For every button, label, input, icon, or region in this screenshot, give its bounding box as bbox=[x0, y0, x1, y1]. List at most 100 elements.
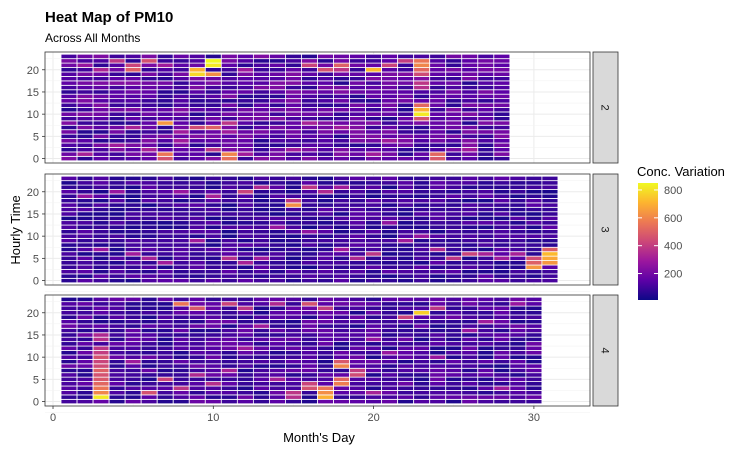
heat-tile bbox=[365, 206, 383, 213]
heat-tile bbox=[269, 151, 286, 157]
heat-tile bbox=[301, 129, 318, 135]
heat-tile bbox=[429, 319, 447, 325]
heat-tile bbox=[92, 111, 110, 117]
heat-tile bbox=[493, 151, 511, 157]
heat-tile bbox=[204, 398, 222, 405]
heat-tile bbox=[76, 277, 94, 284]
heat-tile bbox=[493, 138, 511, 144]
heat-tile bbox=[140, 211, 158, 217]
heat-tile bbox=[349, 67, 366, 73]
legend-colorbar bbox=[638, 183, 658, 300]
heat-tile bbox=[365, 385, 383, 391]
heat-tile bbox=[76, 237, 94, 244]
heat-tile bbox=[301, 296, 318, 303]
heat-tile bbox=[397, 89, 415, 95]
heat-tile bbox=[461, 67, 479, 73]
heat-tile bbox=[397, 327, 415, 334]
heat-tile bbox=[333, 269, 350, 275]
heat-tile bbox=[317, 273, 334, 279]
heat-tile bbox=[124, 98, 142, 104]
heat-tile bbox=[140, 336, 158, 343]
heat-tile bbox=[108, 206, 126, 213]
heat-tile bbox=[301, 237, 318, 244]
heat-tile bbox=[252, 372, 270, 378]
heat-tile bbox=[92, 229, 110, 235]
heat-tile bbox=[509, 350, 527, 356]
heat-tile bbox=[252, 350, 270, 356]
heat-tile bbox=[317, 341, 334, 347]
heat-tile bbox=[92, 155, 110, 162]
heat-tile bbox=[301, 385, 318, 391]
heat-tile bbox=[252, 202, 270, 208]
heat-tile bbox=[172, 273, 190, 279]
heat-tile bbox=[445, 175, 463, 182]
heat-tile bbox=[92, 390, 110, 396]
heat-tile bbox=[429, 98, 447, 104]
heat-tile bbox=[124, 202, 142, 208]
heat-tile bbox=[92, 269, 110, 275]
tiles bbox=[60, 175, 559, 284]
heat-tile bbox=[124, 138, 142, 144]
heat-tile bbox=[429, 175, 447, 182]
heat-tile bbox=[301, 180, 318, 186]
heat-tile bbox=[301, 336, 318, 343]
tiles bbox=[60, 53, 511, 162]
heat-tile bbox=[397, 220, 415, 226]
heat-tile bbox=[461, 133, 479, 139]
heat-tile bbox=[204, 381, 222, 387]
heat-tile bbox=[188, 89, 206, 95]
heat-tile bbox=[156, 398, 174, 405]
heat-tile bbox=[381, 345, 399, 351]
heat-tile bbox=[92, 202, 110, 208]
heat-tile bbox=[188, 372, 206, 378]
heat-tile bbox=[397, 129, 415, 135]
heat-tile bbox=[269, 354, 286, 360]
heat-tile bbox=[204, 62, 222, 68]
heat-tile bbox=[333, 98, 350, 104]
heat-tile bbox=[140, 345, 158, 351]
heat-tile bbox=[285, 246, 302, 253]
heat-tile bbox=[204, 71, 222, 77]
heat-tile bbox=[269, 189, 286, 195]
heat-tile bbox=[429, 305, 447, 311]
heat-tile bbox=[269, 319, 286, 325]
heat-tile bbox=[349, 215, 366, 222]
heat-tile bbox=[269, 93, 286, 100]
heat-tile bbox=[301, 193, 318, 199]
heat-tile bbox=[92, 67, 110, 73]
heat-tile bbox=[269, 345, 286, 351]
heat-tile bbox=[461, 120, 479, 126]
heat-tile bbox=[188, 242, 206, 248]
legend-tick-label: 600 bbox=[664, 213, 682, 225]
heat-tile bbox=[445, 115, 463, 122]
heat-tile bbox=[252, 323, 270, 329]
heat-tile bbox=[124, 345, 142, 351]
heat-tile bbox=[317, 120, 334, 126]
heat-tile bbox=[172, 215, 190, 222]
heat-tile bbox=[381, 198, 399, 204]
heat-tile bbox=[92, 398, 110, 405]
heat-tile bbox=[541, 180, 559, 186]
heat-tile bbox=[140, 237, 158, 244]
heat-tile bbox=[429, 260, 447, 266]
heat-tile bbox=[60, 138, 78, 144]
heat-tile bbox=[333, 255, 350, 261]
heat-tile bbox=[493, 202, 511, 208]
heat-tile bbox=[541, 193, 559, 199]
heat-tile bbox=[461, 246, 479, 253]
heat-tile bbox=[301, 390, 318, 396]
heat-tile bbox=[204, 327, 222, 334]
heat-tile bbox=[252, 394, 270, 400]
heat-tile bbox=[269, 98, 286, 104]
heat-tile bbox=[188, 155, 206, 162]
heat-tile bbox=[172, 255, 190, 261]
heat-tile bbox=[92, 367, 110, 374]
heat-tile bbox=[397, 358, 415, 365]
heat-tile bbox=[317, 398, 334, 405]
heat-tile bbox=[188, 120, 206, 126]
heat-tile bbox=[156, 367, 174, 374]
heat-tile bbox=[108, 255, 126, 261]
heat-tile bbox=[156, 323, 174, 329]
heat-tile bbox=[445, 255, 463, 261]
heat-tile bbox=[204, 233, 222, 239]
